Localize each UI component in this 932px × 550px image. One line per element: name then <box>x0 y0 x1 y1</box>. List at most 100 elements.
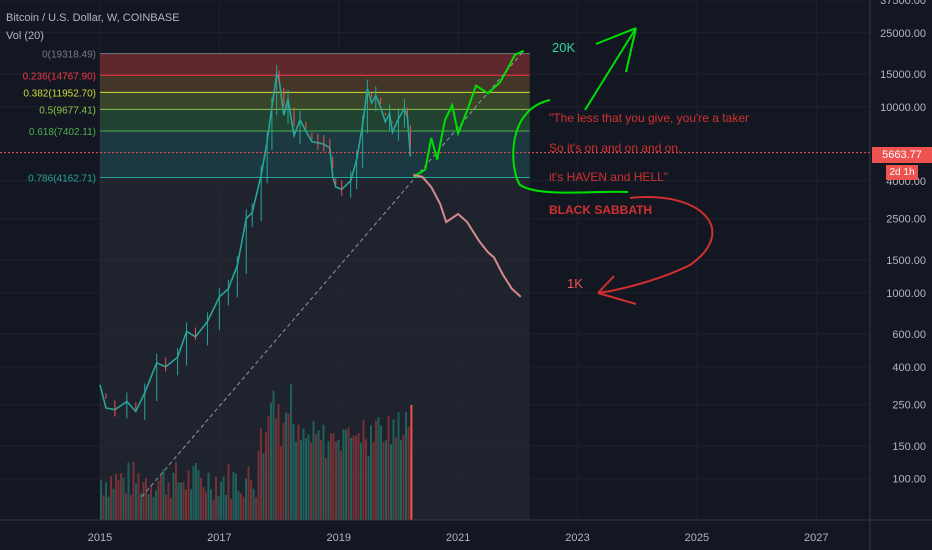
volume-bar <box>130 495 132 520</box>
price-tick-label: 1500.00 <box>886 255 926 267</box>
volume-bar <box>230 499 232 520</box>
volume-bar <box>310 442 312 520</box>
fib-band <box>100 75 530 93</box>
target-low-label: 1K <box>567 276 583 291</box>
volume-bar <box>177 482 180 520</box>
price-tick-label: 25000.00 <box>880 28 926 40</box>
time-tick-label: 2023 <box>565 532 589 544</box>
volume-bars <box>100 384 413 520</box>
volume-bar <box>327 441 330 520</box>
volume-bar <box>195 462 197 520</box>
volume-bar <box>165 494 167 520</box>
volume-bar <box>390 443 392 520</box>
volume-bar <box>357 432 360 520</box>
price-tick-label: 600.00 <box>892 329 926 341</box>
volume-bar <box>190 489 192 520</box>
volume-bar <box>240 493 242 520</box>
volume-bar <box>152 496 155 520</box>
volume-bar <box>245 478 247 520</box>
volume-bar <box>395 437 397 520</box>
volume-bar <box>342 429 345 520</box>
bullish-projection <box>412 49 525 178</box>
volume-bar <box>370 425 372 520</box>
time-axis <box>0 520 932 550</box>
red-loop <box>597 196 714 294</box>
volume-bar <box>362 419 365 520</box>
volume-bar <box>142 482 145 520</box>
volume-bar <box>352 435 355 520</box>
volume-bar <box>250 480 252 520</box>
volume-indicator-label[interactable]: Vol (20) <box>6 30 44 42</box>
volume-bar <box>162 469 165 520</box>
price-axis <box>870 0 932 550</box>
volume-bar <box>167 481 170 520</box>
volume-bar <box>335 441 337 520</box>
quote-line: "The less that you give, you're a taker <box>549 111 749 125</box>
price-tick-label: 100.00 <box>892 474 926 486</box>
volume-bar <box>337 439 340 520</box>
volume-bar <box>175 461 177 520</box>
price-tick-label: 400.00 <box>892 362 926 374</box>
volume-bar <box>145 478 147 520</box>
volume-bar <box>402 434 405 520</box>
volume-bar <box>365 439 367 520</box>
volume-bar <box>125 492 127 520</box>
volume-bar <box>260 428 262 520</box>
fib-level-label: 0(19318.49) <box>42 50 96 61</box>
volume-bar <box>187 470 190 520</box>
volume-bar <box>235 473 237 520</box>
volume-bar <box>192 465 195 520</box>
volume-bar <box>302 428 305 520</box>
volume-bar <box>110 476 112 520</box>
volume-bar <box>132 461 135 520</box>
volume-bar <box>277 404 280 520</box>
volume-bar <box>170 498 172 520</box>
volume-bar <box>122 477 125 520</box>
fib-level-label: 0.236(14767.90) <box>23 71 96 82</box>
price-tick-label: 250.00 <box>892 400 926 412</box>
volume-bar <box>285 412 287 520</box>
symbol-title[interactable]: Bitcoin / U.S. Dollar, W, COINBASE <box>6 12 180 24</box>
volume-bar <box>270 402 272 520</box>
volume-bar <box>380 425 382 520</box>
volume-bar <box>320 439 322 520</box>
volume-bar <box>200 477 202 520</box>
volume-bar <box>102 495 105 520</box>
volume-bar <box>120 473 122 520</box>
volume-bar <box>157 481 160 520</box>
volume-bar <box>212 499 215 520</box>
volume-bar <box>397 412 400 520</box>
fib-extension-area <box>100 185 530 520</box>
volume-bar <box>227 464 230 520</box>
volume-bar <box>292 423 295 520</box>
volume-bar <box>312 421 315 520</box>
volume-bar <box>210 489 212 520</box>
volume-bar <box>232 471 235 520</box>
fib-band <box>100 92 530 110</box>
volume-bar <box>372 441 375 520</box>
volume-bar <box>135 483 137 520</box>
volume-bar <box>205 491 207 520</box>
volume-bar <box>405 412 407 520</box>
up-arrow <box>584 27 637 111</box>
volume-bar <box>172 472 175 520</box>
volume-bar <box>220 481 222 520</box>
volume-bar <box>225 494 227 520</box>
volume-bar <box>295 441 297 520</box>
volume-bar <box>252 488 255 520</box>
fib-level-label: 0.382(11952.70) <box>23 88 96 99</box>
volume-bar <box>332 432 335 520</box>
bar-countdown-tag: 2d 1h <box>886 165 918 180</box>
fib-band <box>100 131 530 178</box>
volume-bar <box>375 420 377 520</box>
volume-bar <box>297 424 300 520</box>
volume-bar <box>115 473 117 520</box>
volume-bar <box>382 441 385 520</box>
volume-bar <box>400 439 402 520</box>
volume-bar <box>322 424 325 520</box>
volume-bar <box>112 488 115 520</box>
fibonacci-retracement[interactable]: 0(19318.49) 0.236(14767.90) 0.382(11952.70… <box>23 50 530 520</box>
volume-bar <box>407 426 410 520</box>
